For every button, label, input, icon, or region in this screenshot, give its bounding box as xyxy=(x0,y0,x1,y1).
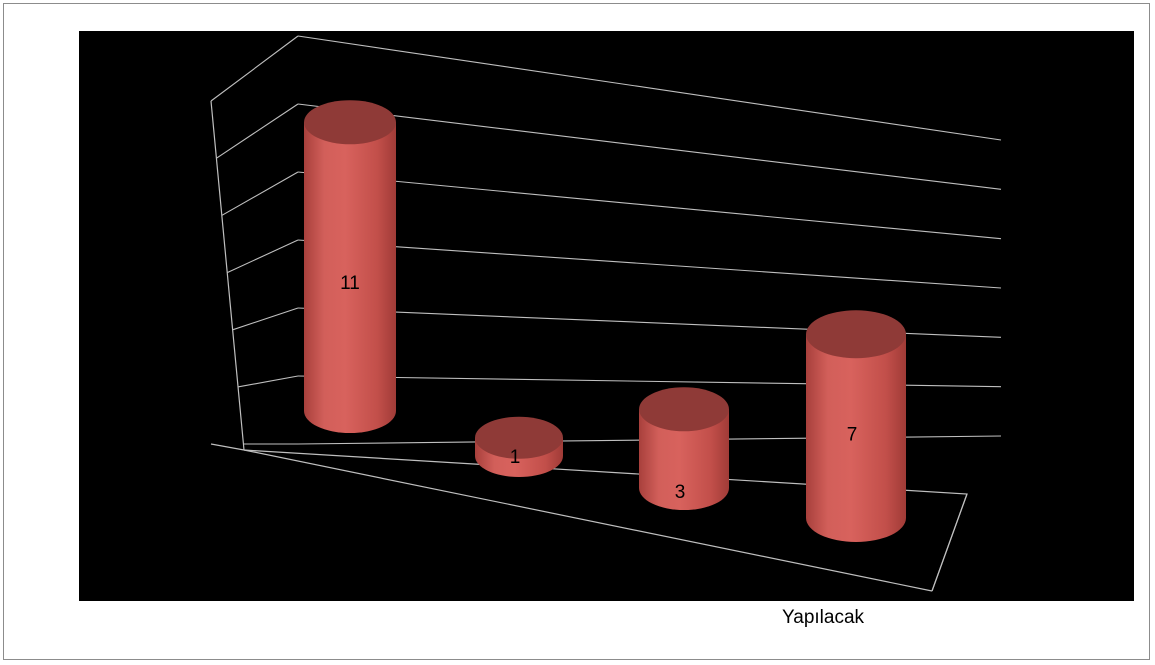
legend-label: Yapılacak xyxy=(782,607,865,628)
gridline-1 xyxy=(297,103,1002,190)
bar-3: 3 xyxy=(639,387,729,510)
bar-top xyxy=(639,387,729,432)
bar-body xyxy=(304,122,396,433)
gridline-3 xyxy=(297,239,1002,289)
bar-2: 1 xyxy=(475,416,563,477)
gridline-0 xyxy=(297,35,1002,141)
floor-diagonal-edge xyxy=(243,449,933,592)
plot-area: 11 1 3 7 xyxy=(79,31,1134,601)
gridline-wall-2 xyxy=(221,171,299,216)
data-label-3: 3 xyxy=(675,482,686,503)
bar-body xyxy=(806,334,906,542)
data-label-1: 11 xyxy=(340,273,360,294)
bar-top xyxy=(806,310,906,359)
data-label-4: 7 xyxy=(847,424,858,445)
data-label-2: 1 xyxy=(510,447,521,468)
gridline-2 xyxy=(297,171,1002,240)
left-wall-edge xyxy=(210,100,245,451)
gridline-wall-4 xyxy=(232,307,299,331)
bar-body xyxy=(639,409,729,510)
gridline-wall-3 xyxy=(227,239,299,273)
gridline-wall-0 xyxy=(210,35,299,102)
gridline-wall-5 xyxy=(238,375,299,388)
bar-4: 7 xyxy=(806,310,906,542)
gridline-wall-1 xyxy=(216,103,299,159)
floor-left-edge xyxy=(210,443,245,451)
bar-top xyxy=(304,100,396,145)
floor-right-edge xyxy=(931,493,968,592)
chart-frame: 11 1 3 7 Yapılacak xyxy=(3,3,1150,660)
bar-1: 11 xyxy=(304,100,396,433)
bar-top xyxy=(475,416,563,459)
